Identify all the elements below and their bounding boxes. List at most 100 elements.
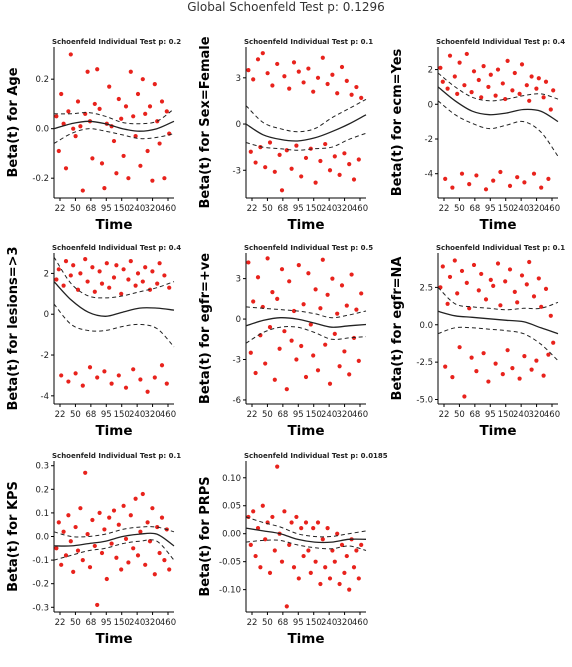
data-point [306, 271, 311, 276]
data-point [330, 276, 335, 281]
y-tick-label: 3 [236, 74, 241, 84]
panel-sex: Schoenfeld Individual Test p: 0.1 -3 0 3 22 5… [192, 36, 382, 253]
x-tick-label: 240 [321, 618, 337, 628]
data-point [543, 286, 549, 291]
data-point [486, 84, 491, 90]
data-point [102, 185, 107, 191]
data-point [85, 532, 90, 537]
data-point [356, 358, 361, 363]
data-point [359, 95, 364, 100]
data-point [90, 265, 95, 270]
data-point [294, 357, 299, 362]
data-point [119, 567, 124, 572]
x-tick-label: 150 [114, 204, 130, 214]
data-point [337, 172, 342, 177]
data-point [308, 570, 313, 575]
data-point [527, 259, 532, 265]
data-point [479, 95, 484, 100]
data-point [347, 587, 352, 592]
data-point [66, 513, 71, 518]
data-point [279, 559, 285, 564]
data-point [543, 79, 549, 84]
y-tick-label: 0 [428, 100, 433, 110]
x-tick-label: 460 [544, 204, 560, 214]
data-point [284, 148, 289, 153]
smooth-line [53, 120, 175, 132]
data-point [140, 279, 145, 284]
panel-title: Schoenfeld Individual Test p: 0.5 [244, 244, 373, 252]
data-point [85, 279, 90, 284]
data-point [59, 373, 64, 378]
data-point [97, 106, 102, 111]
data-point [455, 91, 460, 96]
data-point [260, 51, 265, 56]
data-point [291, 60, 297, 65]
data-point [119, 116, 124, 121]
data-point [347, 372, 352, 377]
data-point [469, 355, 474, 360]
band-lower-line [437, 100, 559, 157]
x-tick-label: 320 [528, 410, 544, 420]
data-point [267, 570, 273, 575]
chart-svg: Schoenfeld Individual Test p: 0.2 -0.2 0.0… [6, 38, 181, 233]
smooth-line [437, 86, 559, 123]
data-point [291, 565, 297, 570]
data-point [471, 262, 477, 268]
data-point [145, 389, 150, 394]
x-tick-label: 460 [160, 204, 176, 214]
data-point [510, 88, 515, 93]
data-point [164, 109, 169, 114]
data-point [155, 281, 160, 286]
x-tick-label: 320 [144, 410, 160, 420]
data-point [445, 301, 450, 306]
data-point [483, 297, 489, 302]
data-point [344, 553, 349, 559]
data-point [119, 291, 124, 296]
data-point [539, 185, 544, 190]
data-point [90, 517, 95, 523]
y-tick-label: -0.3 [32, 603, 49, 613]
data-point [527, 98, 532, 103]
data-point [301, 553, 306, 559]
data-point [457, 60, 462, 65]
data-point [301, 80, 306, 85]
data-point [306, 66, 311, 71]
data-point [83, 257, 88, 262]
data-point [481, 351, 486, 356]
x-tick-label: 150 [498, 204, 514, 214]
panel-kps: Schoenfeld Individual Test p: 0.1 -0.3 -0.… [0, 452, 190, 667]
data-point [167, 285, 172, 290]
data-point [299, 174, 304, 179]
data-point [253, 553, 258, 559]
data-point [279, 267, 285, 272]
data-point [479, 271, 484, 277]
x-tick-label: 240 [129, 204, 145, 214]
data-point [440, 79, 445, 84]
data-point [282, 329, 287, 334]
x-tick-label: 320 [528, 204, 544, 214]
data-point [483, 187, 489, 192]
data-point [123, 385, 129, 390]
data-point [440, 264, 445, 269]
data-point [68, 273, 73, 278]
data-point [95, 602, 100, 608]
x-tick-label: 320 [144, 618, 160, 628]
x-tick-label: 320 [336, 618, 352, 628]
data-point [488, 277, 493, 283]
data-point [138, 529, 143, 534]
x-tick-label: 240 [513, 204, 529, 214]
data-point [131, 367, 136, 372]
data-point [128, 259, 133, 264]
data-point [135, 91, 141, 97]
data-point [85, 69, 90, 74]
data-point [318, 158, 323, 164]
x-tick-label: 95 [101, 410, 112, 420]
data-point [539, 304, 544, 309]
x-tick-label: 68 [85, 618, 96, 628]
data-point [152, 375, 157, 380]
data-point [162, 273, 167, 278]
data-point [452, 74, 457, 79]
data-point [505, 58, 510, 63]
data-point [323, 342, 328, 347]
data-point [128, 513, 133, 518]
